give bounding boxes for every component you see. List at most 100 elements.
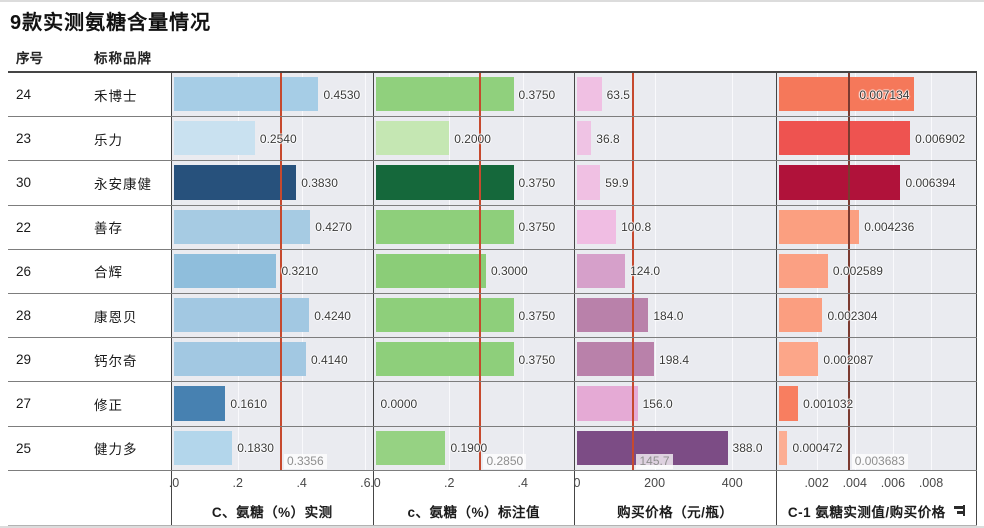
reference-line [632, 117, 635, 161]
reference-line [632, 249, 635, 293]
bar-ratio[interactable] [778, 209, 860, 244]
bar-measured[interactable] [174, 165, 297, 200]
axis-gridline [449, 117, 451, 161]
axis-gridline [732, 426, 734, 470]
panel-labeled: 0.3750 [372, 338, 574, 382]
bar-labeled[interactable] [375, 121, 450, 156]
axis-gridline [522, 293, 524, 338]
panel-price: 36.8 [574, 117, 776, 161]
bar-ratio[interactable] [778, 121, 911, 156]
bar-measured[interactable] [174, 297, 310, 333]
panel-price: 156.0 [574, 382, 776, 426]
bar-labeled[interactable] [375, 253, 486, 288]
reference-line [847, 249, 850, 293]
bar-value-label: 59.9 [605, 175, 629, 190]
bar-ratio[interactable] [778, 386, 799, 421]
bar-measured[interactable] [174, 209, 311, 244]
plot-area: 0.006902 [778, 117, 974, 161]
bar-value-label: 124.0 [630, 264, 661, 279]
table-row: 30 永安康健 0.3830 0.3750 59.9 0.006394 [8, 161, 977, 206]
reference-line [847, 426, 850, 470]
axis-gridline [654, 338, 656, 382]
axis-labeled: .0 .2 .4 [370, 470, 575, 497]
bar-measured[interactable] [174, 430, 233, 465]
axis-gridline [854, 293, 856, 338]
axis-gridline [854, 382, 856, 426]
axis-tick-label: .4 [517, 475, 528, 490]
col-header-id: 序号 [16, 51, 43, 66]
reference-line [632, 338, 635, 382]
axis-gridline [237, 426, 239, 470]
row-brand: 善存 [94, 221, 123, 237]
axis-gridline [930, 382, 932, 426]
bar-value-label: 0.2540 [259, 131, 297, 146]
plot-area: 36.8 [577, 117, 773, 161]
bar-labeled[interactable] [375, 209, 514, 244]
bar-ratio[interactable] [778, 430, 788, 465]
column-title-label: C-1 氨糖实测值/购买价格 [787, 504, 946, 520]
bar-measured[interactable] [174, 253, 277, 288]
axis-gridline [892, 205, 894, 249]
bar-ratio[interactable] [778, 253, 828, 288]
reference-line [279, 161, 282, 205]
bar-ratio[interactable] [778, 165, 901, 200]
plot-area: 156.0 [577, 382, 773, 426]
bar-measured[interactable] [174, 386, 226, 421]
axis-gridline [365, 426, 367, 470]
bar-price[interactable] [577, 165, 601, 200]
panel-labeled: 0.2000 [372, 117, 574, 161]
rows-container: 24 禾博士 0.4530 0.3750 63.5 0.007134 23 乐力 0.2540 0… [8, 73, 977, 471]
axis-gridline [732, 293, 734, 338]
panel-ratio: 0.002589 [775, 249, 977, 293]
table-row: 24 禾博士 0.4530 0.3750 63.5 0.007134 [8, 73, 977, 118]
sort-descending-icon[interactable] [953, 505, 965, 517]
bar-value-label: 0.3830 [301, 175, 338, 190]
axis-ratio: .002 .004 .006 .008 [775, 470, 977, 497]
axis-gridline [654, 161, 656, 205]
plot-area: 0.3830 [174, 161, 370, 205]
bar-value-label: 0.3750 [518, 175, 556, 190]
panel-labeled: 0.3750 [372, 205, 574, 249]
table-row: 22 善存 0.4270 0.3750 100.8 0.004236 [8, 205, 977, 250]
axis-gridline [930, 293, 932, 338]
bar-price[interactable] [577, 386, 638, 421]
bar-value-label: 0.002087 [823, 352, 874, 367]
bar-price[interactable] [577, 77, 602, 112]
row-brand: 禾博士 [94, 88, 138, 104]
bar-price[interactable] [577, 209, 617, 244]
axis-plot: .0 .2 .4 [370, 471, 572, 497]
panel-labeled: 0.3750 [372, 161, 574, 205]
axis-gridline [365, 249, 367, 293]
bar-measured[interactable] [174, 121, 255, 156]
plot-area: 0.2000 [375, 117, 572, 161]
plot-area: 0.002589 [778, 249, 974, 293]
reference-line [279, 382, 282, 426]
reference-line [479, 73, 482, 117]
bar-labeled[interactable] [375, 165, 514, 200]
bar-ratio[interactable] [778, 77, 915, 112]
bar-price[interactable] [577, 253, 626, 288]
bar-labeled[interactable] [375, 430, 446, 465]
row-id: 23 [16, 131, 32, 147]
bar-price[interactable] [577, 342, 655, 377]
bar-measured[interactable] [174, 342, 306, 377]
axis-gridline [816, 382, 818, 426]
bar-ratio[interactable] [778, 297, 823, 333]
axis-gridline [365, 117, 367, 161]
bar-value-label: 0.3750 [518, 220, 556, 235]
bar-measured[interactable] [174, 77, 319, 112]
bar-labeled[interactable] [375, 77, 514, 112]
axis-tick-label: .002 [804, 475, 829, 490]
row-brand: 修正 [94, 397, 123, 413]
bar-labeled[interactable] [375, 342, 514, 377]
bar-labeled[interactable] [375, 297, 514, 333]
sort-icon-bar [956, 511, 963, 515]
axis-gridline [732, 117, 734, 161]
panel-measured: 0.3210 [171, 249, 373, 293]
axis-gridline [522, 73, 524, 117]
bar-price[interactable] [577, 121, 592, 156]
row-brand: 乐力 [94, 132, 123, 148]
bar-price[interactable] [577, 297, 649, 333]
axis-row: .0.2.4.6.0.2.4 0 200 400.002.004.006.008 [8, 470, 977, 497]
bar-ratio[interactable] [778, 342, 819, 377]
